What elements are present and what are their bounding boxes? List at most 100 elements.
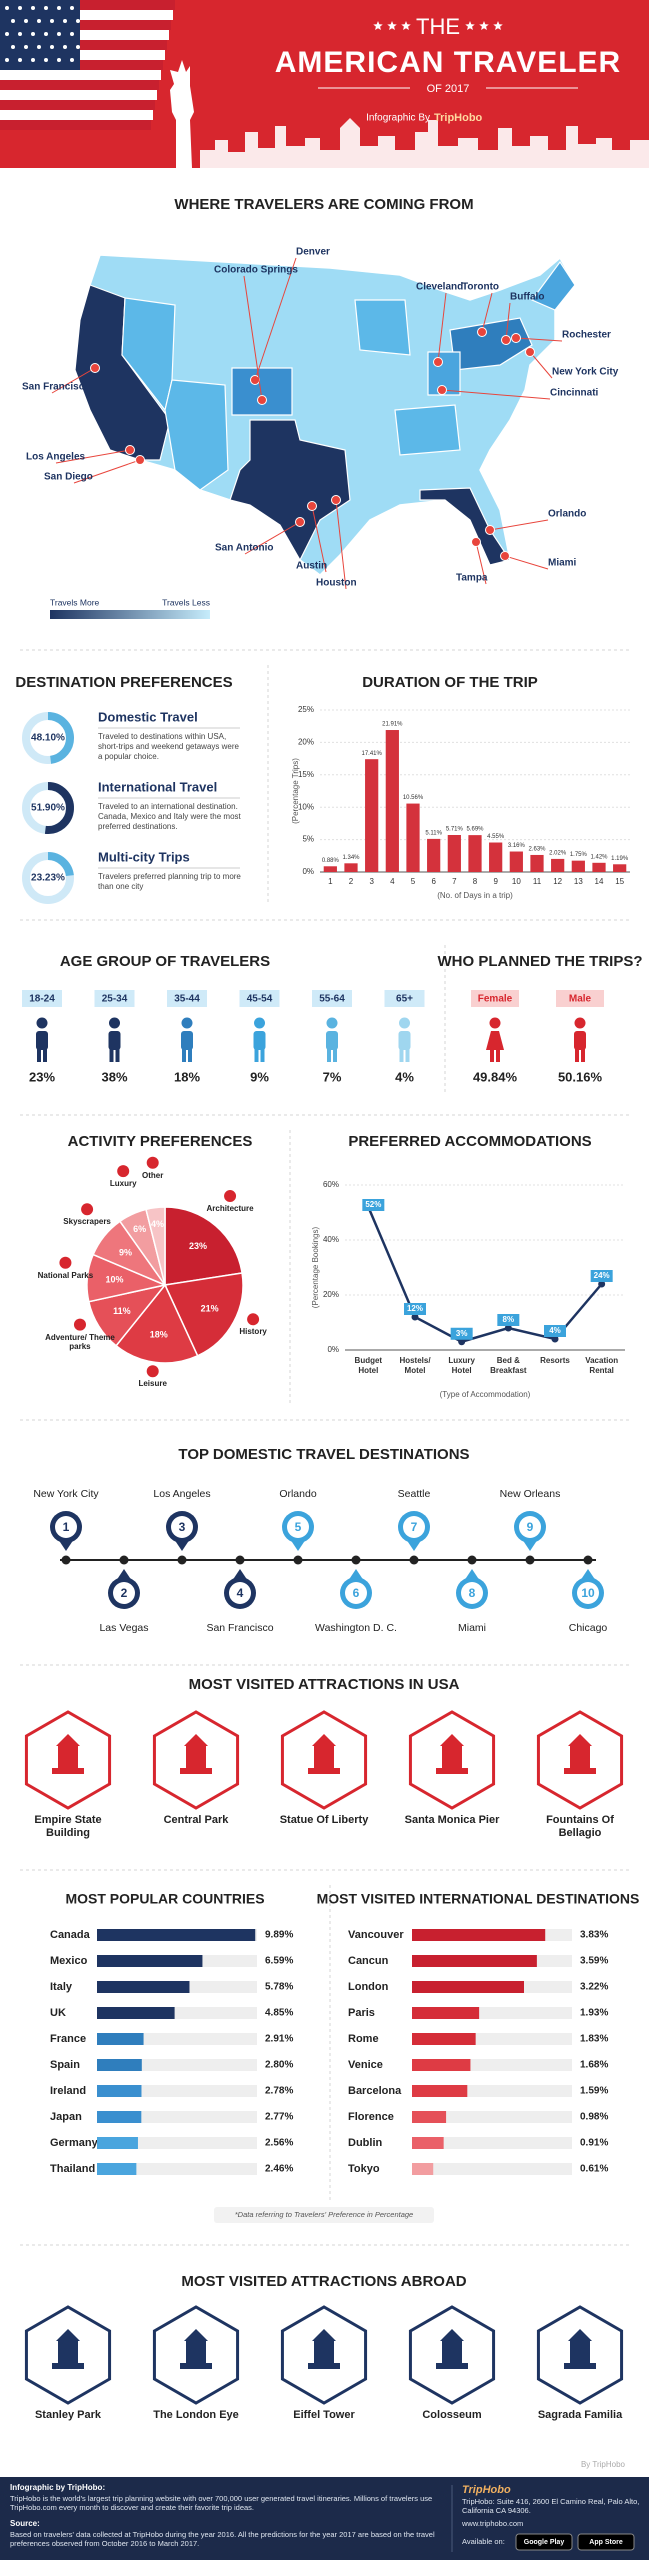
bar-category: Dublin	[348, 2137, 382, 2149]
bar-value-label: 1.42%	[590, 854, 608, 860]
bar-value-label: 3.16%	[508, 843, 526, 849]
city-dot	[331, 495, 341, 505]
y-tick-label: 10%	[298, 802, 314, 811]
bar	[412, 1981, 524, 1993]
bar-category: Vancouver	[348, 1929, 404, 1941]
title-star	[479, 21, 489, 31]
y-axis-label: (Percentage Trips)	[291, 758, 300, 824]
city-leader	[51, 367, 96, 394]
person-leg	[581, 1048, 585, 1062]
bar-category: Italy	[50, 1981, 73, 1993]
icon-top	[56, 2329, 80, 2341]
title-star	[401, 21, 411, 31]
icon-body	[314, 2341, 334, 2363]
city-dot	[437, 385, 447, 395]
bar-value-label: 0.61%	[580, 2164, 608, 2175]
rank: 9	[527, 1520, 534, 1534]
attraction-name: Eiffel Tower	[293, 2409, 355, 2421]
footer-address: TripHobo: Suite 416, 2600 El Camino Real…	[462, 2497, 640, 2515]
y-tick-label: 20%	[298, 738, 314, 747]
credit: By TripHobo	[581, 2460, 626, 2469]
person-leg	[115, 1048, 120, 1062]
age-range: 18-24	[29, 994, 55, 1005]
store-badge	[577, 2533, 635, 2551]
x-tick-label: Bed & Breakfast	[490, 1356, 527, 1375]
bar	[344, 863, 358, 872]
category-label: Luxury	[109, 1179, 137, 1189]
bar-category: Germany	[50, 2137, 99, 2149]
icon-body	[442, 2341, 462, 2363]
bar-value-label: 4.55%	[487, 834, 505, 840]
city-label: Houston	[316, 578, 357, 589]
timeline-dot	[235, 1555, 245, 1565]
store-name: App Store	[589, 2539, 623, 2546]
timeline-dot	[293, 1555, 303, 1565]
bar	[427, 838, 441, 872]
bar	[97, 2111, 142, 2123]
timeline-dot	[177, 1555, 187, 1565]
flag-star	[31, 32, 35, 36]
point-label: 8%	[503, 1315, 515, 1324]
age-range: 35-44	[174, 994, 200, 1005]
bar-value-label: 1.59%	[580, 2086, 608, 2097]
title-star	[373, 21, 383, 31]
pin-inner	[229, 1582, 251, 1604]
bar	[412, 2137, 444, 2149]
x-tick-label: 3	[369, 877, 374, 886]
timeline-dot	[61, 1555, 71, 1565]
slice-label: 6%	[133, 1224, 146, 1234]
city-dot	[125, 445, 135, 455]
category-label: History	[239, 1327, 267, 1337]
footer-source-title: Source:	[10, 2519, 40, 2528]
y-axis-label: (Percentage Bookings)	[311, 1226, 320, 1308]
planner-name: Female	[478, 994, 513, 1005]
rank: 7	[411, 1520, 418, 1534]
person-body	[398, 1031, 411, 1050]
bar	[412, 2059, 471, 2071]
donut-label: 48.10%	[31, 733, 65, 744]
x-tick-label-box: Vacation Rental	[585, 1356, 618, 1375]
category-label-box: Architecture	[206, 1204, 253, 1213]
bar-category: Venice	[348, 2059, 383, 2071]
bar-category: Mexico	[50, 1955, 88, 1967]
bar	[447, 834, 461, 872]
pref-text-box: Traveled to destinations within USA, sho…	[98, 732, 239, 761]
icon-base	[436, 2363, 468, 2369]
person-leg	[327, 1048, 331, 1062]
pref-text-box: Traveled to an international destination…	[98, 802, 241, 831]
bar	[97, 1955, 203, 1967]
timeline-dot	[467, 1555, 477, 1565]
attraction-name: Statue Of Liberty	[279, 1814, 369, 1826]
x-tick-label: 2	[349, 877, 354, 886]
planner-share: 49.84%	[473, 1069, 518, 1084]
line-point	[458, 1338, 466, 1346]
note-box	[214, 2207, 434, 2223]
icon-base	[436, 1768, 468, 1774]
bar-value-label: 0.98%	[580, 2112, 608, 2123]
slice-label: 23%	[189, 1241, 207, 1251]
bar	[468, 835, 482, 872]
bar	[97, 2007, 175, 2019]
chart-title: PREFERRED ACCOMMODATIONS	[348, 1133, 591, 1150]
bar-value-label: 17.41%	[361, 751, 382, 757]
slice-label: 4%	[151, 1219, 164, 1229]
y-tick-label: 0%	[327, 1345, 339, 1354]
icon-top	[184, 1734, 208, 1746]
map-region	[229, 419, 351, 562]
bar-category: London	[348, 1981, 389, 1993]
age-box	[22, 990, 62, 1007]
destination-name: Chicago	[569, 1622, 608, 1634]
slice-label: 18%	[150, 1330, 168, 1340]
y-tick-label: 40%	[323, 1235, 339, 1244]
city-leader	[55, 449, 131, 464]
rank: 1	[63, 1520, 70, 1534]
city-dot	[307, 501, 317, 511]
timeline-dot	[525, 1555, 535, 1565]
flag-star	[18, 32, 22, 36]
bar-track	[412, 2111, 572, 2123]
icon-body	[314, 1746, 334, 1768]
icon-body	[58, 1746, 78, 1768]
icon-top	[312, 2329, 336, 2341]
bar	[412, 2111, 447, 2123]
attraction-name-box: Colosseum	[422, 2409, 481, 2421]
